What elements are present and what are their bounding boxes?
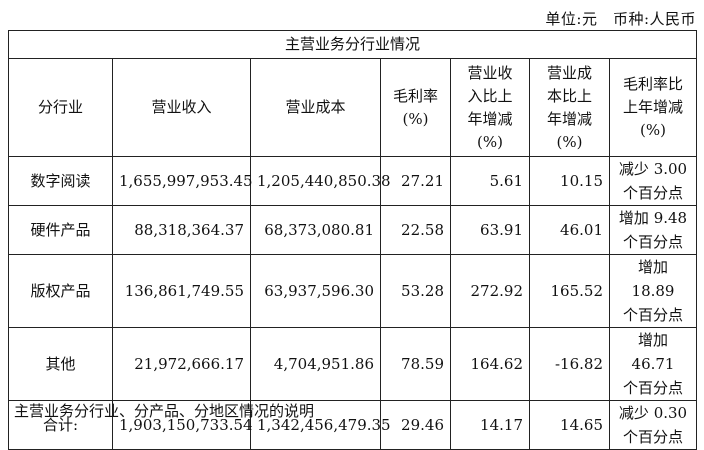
cell-margin-change: 增加 9.48 个百分点 (608, 205, 698, 255)
table-row: 其他 21,972,666.17 4,704,951.86 78.59 164.62 -1… (8, 327, 698, 401)
margin-change-line: 增加 18.89 (631, 258, 675, 300)
unit-currency-note: 单位:元 币种:人民币 (545, 10, 696, 28)
table-row: 版权产品 136,861,749.55 63,937,596.30 53.28 272.… (8, 254, 698, 328)
table-title-row: 主营业务分行业情况 (7, 30, 698, 59)
header-cost-change-line: (%) (556, 132, 583, 151)
header-revenue-change: 营业收入比上年增减 (%) (450, 58, 530, 157)
header-cost-line: 营业成本 (285, 98, 346, 116)
margin-change-line: 个百分点 (623, 379, 684, 397)
header-revenue-line: 营业收入 (151, 98, 212, 116)
margin-change-line: 个百分点 (623, 233, 684, 251)
cell-gross-margin: 29.46 (380, 400, 451, 450)
header-cost-change-line: 本比上 (546, 86, 592, 105)
cell-industry: 版权产品 (8, 254, 113, 328)
header-cost-change-line: 营业成 (546, 63, 592, 82)
header-cost-change: 营业成本比上年增减 (%) (529, 58, 610, 157)
margin-change-line: 个百分点 (623, 184, 684, 202)
cell-gross-margin: 78.59 (380, 327, 451, 401)
header-margin-change-line: (%) (640, 121, 666, 139)
margin-change-line: 个百分点 (623, 306, 684, 324)
header-cost-change-line: 年增减 (546, 109, 592, 128)
margin-change-line: 减少 3.00 (618, 160, 688, 178)
cell-revenue: 88,318,364.37 (112, 205, 251, 255)
cell-revenue-change: 14.17 (450, 400, 530, 450)
cell-margin-change: 增加 46.71 个百分点 (608, 327, 698, 401)
header-margin-change-line: 上年增减 (623, 98, 684, 116)
cell-revenue-change: 63.91 (450, 205, 530, 255)
cell-cost-change: 10.15 (529, 156, 610, 206)
cell-margin-change: 减少 0.30 个百分点 (608, 400, 698, 450)
cell-revenue: 1,655,997,953.45 (112, 156, 253, 206)
table-header-row: 分行业 营业收入 营业成本 毛利率 (%) 营业收入比上年增减 (%) 营业成本比上年增减 (%… (8, 58, 698, 157)
table-body: 数字阅读 1,655,997,953.45 1,205,440,850.38 27.2… (8, 156, 698, 450)
industry-revenue-table: 主营业务分行业情况 分行业 营业收入 营业成本 毛利率 (%) 营业收 入比上 年增减 (%) 营… (7, 30, 698, 450)
header-industry: 分行业 (8, 58, 113, 157)
table-title: 主营业务分行业情况 (7, 30, 698, 59)
margin-change-line: 减少 0.30 (618, 404, 688, 422)
cell-cost-change: -16.82 (529, 327, 610, 401)
cell-industry: 其他 (8, 327, 113, 401)
table-row: 硬件产品 88,318,364.37 68,373,080.81 22.58 63.91… (8, 205, 698, 255)
cell-revenue-change: 272.92 (450, 254, 530, 328)
margin-change-line: 增加 46.71 (631, 331, 675, 373)
header-revenue-change-line: 年增减 (467, 109, 513, 128)
header-gross-margin-line: 毛利率 (392, 86, 438, 105)
header-margin-change-line: 毛利率比 (623, 75, 684, 93)
cell-revenue: 21,972,666.17 (112, 327, 251, 401)
header-industry-line: 分行业 (37, 98, 83, 116)
header-revenue-change-line: 营业收 (467, 63, 513, 82)
cell-cost: 63,937,596.30 (250, 254, 381, 328)
cell-cost-change: 165.52 (529, 254, 610, 328)
cell-gross-margin: 27.21 (380, 156, 451, 206)
cell-cost-change: 46.01 (529, 205, 610, 255)
cell-margin-change: 增加 18.89 个百分点 (608, 254, 698, 328)
cell-margin-change: 减少 3.00 个百分点 (608, 156, 698, 206)
header-margin-change: 毛利率比上年增减 (%) (608, 58, 698, 157)
cell-revenue-change: 5.61 (450, 156, 530, 206)
cell-revenue-change: 164.62 (450, 327, 530, 401)
header-gross-margin-line: (%) (402, 109, 429, 128)
cell-cost: 1,205,440,850.38 (250, 156, 391, 206)
cell-cost: 4,704,951.86 (250, 327, 381, 401)
section-note: 主营业务分行业、分产品、分地区情况的说明 (14, 402, 315, 420)
header-revenue: 营业收入 (112, 58, 251, 157)
cell-revenue: 136,861,749.55 (112, 254, 251, 328)
header-gross-margin: 毛利率 (%) (380, 58, 451, 157)
cell-industry: 数字阅读 (8, 156, 113, 206)
cell-gross-margin: 22.58 (380, 205, 451, 255)
cell-cost-change: 14.65 (529, 400, 610, 450)
header-cost: 营业成本 (250, 58, 381, 157)
cell-cost: 68,373,080.81 (250, 205, 381, 255)
cell-gross-margin: 53.28 (380, 254, 451, 328)
header-revenue-change-line: 入比上 (467, 86, 513, 105)
margin-change-line: 增加 9.48 (618, 209, 688, 227)
header-revenue-change-line: (%) (477, 132, 503, 151)
table-row: 数字阅读 1,655,997,953.45 1,205,440,850.38 27.2… (8, 156, 698, 206)
cell-industry: 硬件产品 (8, 205, 113, 255)
margin-change-line: 个百分点 (623, 428, 684, 446)
